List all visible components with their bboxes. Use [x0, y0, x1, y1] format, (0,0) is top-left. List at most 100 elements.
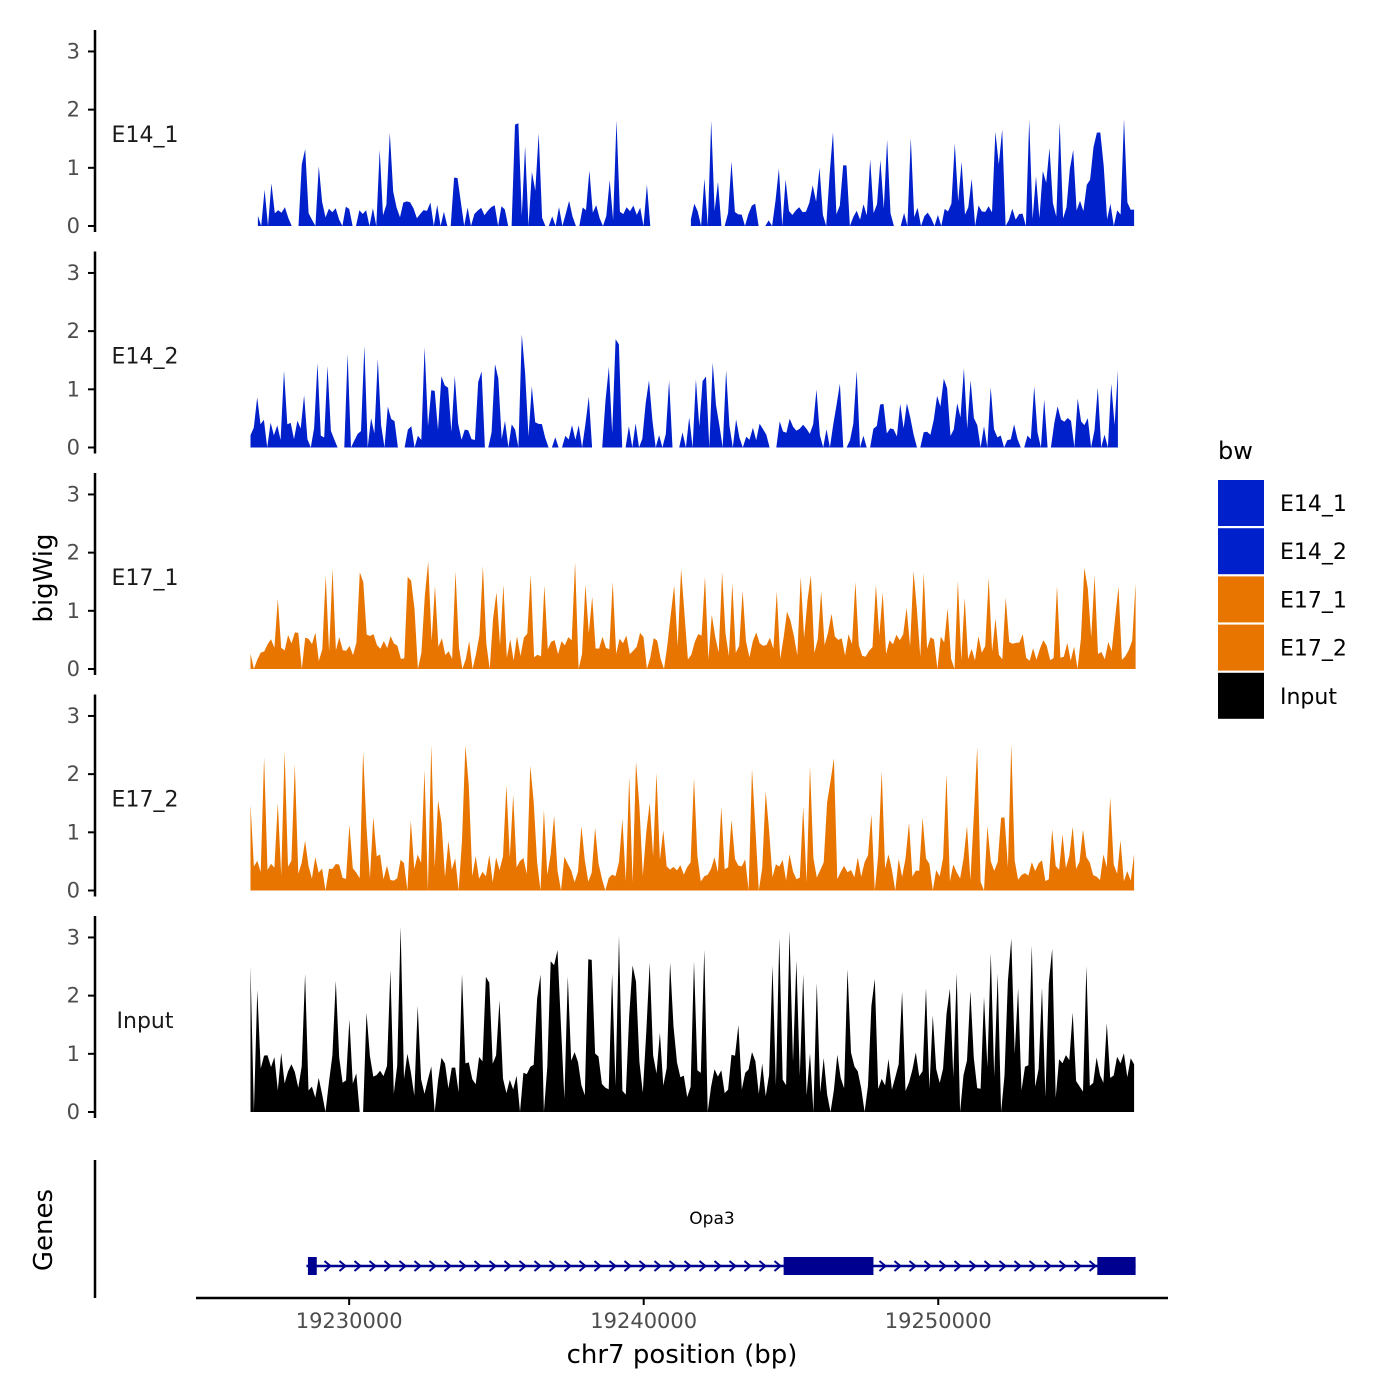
gene-track: Opa3 [93, 1160, 1136, 1298]
track-label-input: Input [117, 1009, 174, 1034]
coverage-area-input [250, 926, 1135, 1112]
strand-arrow [668, 1260, 678, 1272]
gene-exon [1097, 1257, 1136, 1275]
signal-tracks: 0 1 2 3 E14_1 0 1 2 3 E14_2 0 1 2 3 E17_1 0 1 2 3 E17_2 0 1 2 3… [67, 30, 1136, 1124]
y-tick-label: 3 [67, 482, 80, 506]
genes-axis-title: Genes [29, 1189, 59, 1271]
y-tick-label: 2 [67, 984, 80, 1008]
y-tick-label: 0 [67, 657, 80, 681]
track-label-e14-1: E14_1 [112, 123, 179, 148]
strand-arrow [1073, 1260, 1083, 1272]
coverage-area-e14-1 [257, 118, 1135, 226]
strand-arrow [368, 1260, 378, 1272]
strand-arrow [428, 1260, 438, 1272]
strand-arrow [443, 1260, 453, 1272]
gene-exon [783, 1257, 874, 1275]
strand-arrow [683, 1260, 693, 1272]
strand-arrow [773, 1260, 783, 1272]
strand-arrow [1088, 1260, 1098, 1272]
strand-arrow [608, 1260, 618, 1272]
y-axis-title: bigWig [29, 533, 59, 622]
strand-arrow [878, 1260, 888, 1272]
strand-arrow [953, 1260, 963, 1272]
strand-arrow [1043, 1260, 1053, 1272]
strand-arrow [548, 1260, 558, 1272]
strand-arrow [533, 1260, 543, 1272]
y-tick-label: 0 [67, 879, 80, 903]
strand-arrow [338, 1260, 348, 1272]
legend-swatch-input [1218, 672, 1264, 719]
strand-arrow [578, 1260, 588, 1272]
strand-arrow [938, 1260, 948, 1272]
track-label-e17-2: E17_2 [112, 788, 179, 813]
coverage-area-e17-1 [250, 561, 1136, 669]
x-tick-label: 19240000 [590, 1309, 697, 1333]
legend-label-e14-1: E14_1 [1280, 492, 1347, 517]
strand-arrow [1028, 1260, 1038, 1272]
track-e17-1: 0 1 2 3 E17_1 [67, 473, 1136, 681]
y-tick-label: 1 [67, 377, 80, 401]
legend: bw E14_1 E14_2 E17_1 E17_2 Input [1218, 437, 1347, 719]
strand-arrow [698, 1260, 708, 1272]
strand-arrow [908, 1260, 918, 1272]
strand-arrow [638, 1260, 648, 1272]
legend-swatch-e17-2 [1218, 624, 1264, 671]
legend-swatch-e14-1 [1218, 480, 1264, 526]
gene-exon [307, 1257, 317, 1275]
y-tick-label: 2 [67, 762, 80, 786]
strand-arrow [713, 1260, 723, 1272]
y-tick-label: 2 [67, 319, 80, 343]
legend-label-e17-2: E17_2 [1280, 637, 1347, 662]
y-tick-label: 1 [67, 599, 80, 623]
y-tick-label: 1 [67, 1042, 80, 1066]
coverage-area-e17-2 [250, 744, 1135, 891]
track-e17-2: 0 1 2 3 E17_2 [67, 694, 1135, 903]
track-e14-1: 0 1 2 3 E14_1 [67, 30, 1135, 238]
track-label-e14-2: E14_2 [112, 345, 179, 370]
strand-arrow [758, 1260, 768, 1272]
strand-arrow [503, 1260, 513, 1272]
strand-arrow [1058, 1260, 1068, 1272]
strand-arrow [923, 1260, 933, 1272]
legend-label-e17-1: E17_1 [1280, 588, 1347, 613]
y-tick-label: 0 [67, 214, 80, 238]
x-axis: 19230000 19240000 19250000 [196, 1296, 1168, 1333]
strand-arrow [983, 1260, 993, 1272]
strand-arrow [413, 1260, 423, 1272]
y-tick-label: 1 [67, 156, 80, 180]
strand-arrow [968, 1260, 978, 1272]
legend-label-input: Input [1280, 685, 1337, 710]
track-e14-2: 0 1 2 3 E14_2 [67, 251, 1118, 460]
strand-arrow [518, 1260, 528, 1272]
y-tick-label: 0 [67, 1100, 80, 1124]
strand-arrow [1013, 1260, 1023, 1272]
strand-arrow [998, 1260, 1008, 1272]
strand-arrow [653, 1260, 663, 1272]
x-tick-label: 19250000 [885, 1309, 992, 1333]
legend-title: bw [1218, 437, 1253, 465]
strand-arrow [488, 1260, 498, 1272]
strand-arrow [728, 1260, 738, 1272]
y-tick-label: 3 [67, 704, 80, 728]
y-tick-label: 3 [67, 925, 80, 949]
y-tick-label: 2 [67, 541, 80, 565]
y-tick-label: 0 [67, 436, 80, 460]
track-input: 0 1 2 3 Input [67, 916, 1135, 1124]
x-axis-title: chr7 position (bp) [567, 1340, 798, 1370]
x-tick-label: 19230000 [296, 1309, 403, 1333]
strand-arrow [323, 1260, 333, 1272]
strand-arrow [458, 1260, 468, 1272]
strand-arrow [623, 1260, 633, 1272]
legend-label-e14-2: E14_2 [1280, 540, 1347, 565]
strand-arrow [743, 1260, 753, 1272]
legend-swatch-e14-2 [1218, 528, 1264, 575]
coverage-area-e14-2 [250, 334, 1118, 448]
strand-arrow [473, 1260, 483, 1272]
strand-arrow [383, 1260, 393, 1272]
track-label-e17-1: E17_1 [112, 566, 179, 591]
y-tick-label: 1 [67, 820, 80, 844]
strand-arrow [353, 1260, 363, 1272]
gene-name-label: Opa3 [689, 1209, 734, 1229]
y-tick-label: 2 [67, 98, 80, 122]
